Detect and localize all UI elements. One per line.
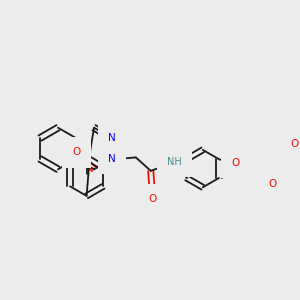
- Text: N: N: [108, 154, 116, 164]
- Text: O: O: [231, 158, 239, 168]
- Text: N: N: [108, 133, 116, 143]
- Text: NH: NH: [167, 157, 182, 167]
- Text: O: O: [268, 179, 277, 190]
- Text: O: O: [73, 147, 81, 157]
- Text: O: O: [290, 139, 298, 149]
- Text: O: O: [148, 194, 156, 204]
